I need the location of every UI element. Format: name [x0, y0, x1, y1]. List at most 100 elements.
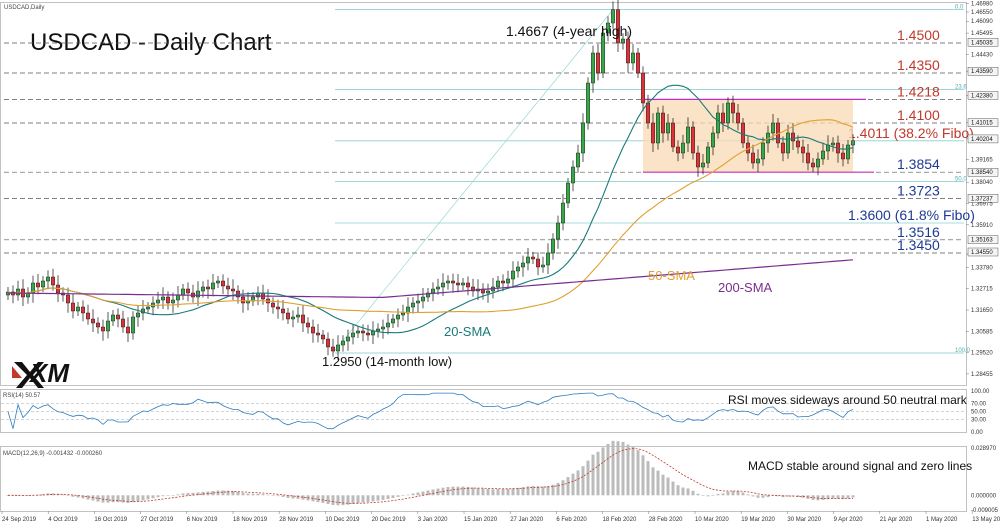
- candle-body: [165, 296, 170, 304]
- macd-bar: [231, 491, 235, 496]
- candle-body: [205, 286, 210, 290]
- candle-body: [240, 296, 245, 304]
- candle-body: [155, 299, 160, 304]
- candle-body: [75, 306, 80, 312]
- candle-body: [566, 182, 571, 204]
- candle-body: [761, 142, 766, 160]
- macd-bar: [851, 495, 855, 498]
- macd-bar: [631, 446, 635, 496]
- macd-bar: [711, 495, 715, 496]
- macd-bar: [756, 495, 760, 498]
- macd-bar: [421, 491, 425, 496]
- candle-body: [811, 162, 816, 168]
- candle-body: [130, 316, 135, 334]
- y-tick-label: 1.46980: [971, 1, 993, 7]
- macd-bar: [521, 487, 525, 496]
- candle-body: [291, 316, 296, 320]
- macd-bar: [351, 495, 355, 504]
- y-price-tag-label: 1.45035: [971, 40, 993, 46]
- macd-bar: [676, 485, 680, 496]
- candle-body: [676, 146, 681, 154]
- candle-body: [301, 314, 306, 324]
- logo-text: XM: [28, 358, 70, 388]
- candle-body: [281, 308, 286, 314]
- candle-body: [641, 72, 646, 104]
- macd-bar: [786, 495, 790, 497]
- candle-body: [286, 312, 291, 320]
- y-price-tag-label: 1.37237: [971, 196, 993, 202]
- macd-bar: [726, 491, 730, 496]
- candle-body: [731, 102, 736, 114]
- macd-bar: [616, 441, 620, 496]
- x-tick-label: 13 May 2020: [972, 517, 1000, 523]
- candle-body: [681, 142, 686, 154]
- level-label: 1.4350: [897, 57, 940, 73]
- x-tick-label: 21 Apr 2020: [880, 517, 913, 523]
- x-tick-label: 15 Jan 2020: [464, 517, 498, 523]
- x-tick-label: 6 Feb 2020: [556, 517, 587, 523]
- level-label: 1.4218: [897, 83, 940, 99]
- macd-bar: [796, 495, 800, 497]
- macd-bar: [736, 491, 740, 496]
- y-tick-label: 1.39165: [971, 158, 993, 164]
- macd-title: MACD(12,26,9) -0.001432 -0.000260: [3, 451, 103, 457]
- candle-body: [636, 52, 641, 74]
- candle-body: [561, 202, 566, 224]
- macd-bar: [611, 440, 615, 496]
- macd-bar: [601, 447, 605, 496]
- candle-body: [771, 122, 776, 134]
- y-price-tag: [967, 194, 999, 203]
- candle-body: [666, 122, 671, 134]
- macd-bar: [96, 495, 100, 502]
- y-tick-label: 1.36975: [971, 202, 993, 208]
- candle-body: [581, 122, 586, 154]
- fib-label: 50.0: [955, 176, 967, 182]
- candle-body: [115, 314, 120, 320]
- y-tick-label: 1.28455: [971, 372, 993, 378]
- sma-50-label: 50-SMA: [648, 268, 695, 283]
- sma-200-label: 200-SMA: [718, 280, 773, 295]
- y-tick-label: 1.33780: [971, 265, 993, 271]
- level-label: 1.3450: [897, 237, 940, 253]
- macd-bar: [61, 494, 65, 496]
- candle-body: [105, 320, 110, 332]
- candle-body: [326, 338, 331, 348]
- candle-body: [686, 126, 691, 144]
- macd-bar: [606, 443, 610, 496]
- macd-bar: [341, 495, 345, 506]
- macd-bar: [461, 486, 465, 496]
- candle-body: [331, 346, 336, 352]
- x-tick-label: 28 Nov 2019: [279, 517, 314, 523]
- candle-body: [70, 302, 75, 312]
- y-tick-label: 1.45495: [971, 31, 993, 37]
- x-tick-label: 18 Nov 2019: [233, 517, 268, 523]
- macd-bar: [501, 489, 505, 496]
- candle-body: [125, 326, 130, 334]
- x-tick-label: 3 Jan 2020: [418, 517, 448, 523]
- macd-bar: [146, 495, 150, 500]
- candle-body: [316, 332, 321, 336]
- macd-bar: [226, 490, 230, 496]
- macd-bar: [511, 488, 515, 496]
- macd-bar: [471, 487, 475, 496]
- macd-bar: [186, 492, 190, 496]
- candle-body: [51, 276, 56, 286]
- macd-bar: [826, 495, 830, 500]
- x-tick-label: 27 Jan 2020: [510, 517, 544, 523]
- macd-bar: [331, 495, 335, 506]
- y-price-tag: [967, 235, 999, 244]
- macd-bar: [666, 477, 670, 496]
- macd-bar: [526, 486, 530, 496]
- candle-body: [456, 282, 461, 286]
- sma-20-line: [7, 84, 854, 334]
- candle-body: [611, 9, 616, 24]
- candle-body: [606, 22, 611, 34]
- macd-bar: [741, 492, 745, 496]
- candle-body: [651, 122, 656, 144]
- level-label: 1.4100: [897, 107, 940, 123]
- y-price-tag-label: 1.40204: [971, 137, 993, 143]
- y-tick-label: 1.46090: [971, 19, 993, 25]
- macd-bar: [746, 494, 750, 496]
- candle-body: [341, 340, 346, 346]
